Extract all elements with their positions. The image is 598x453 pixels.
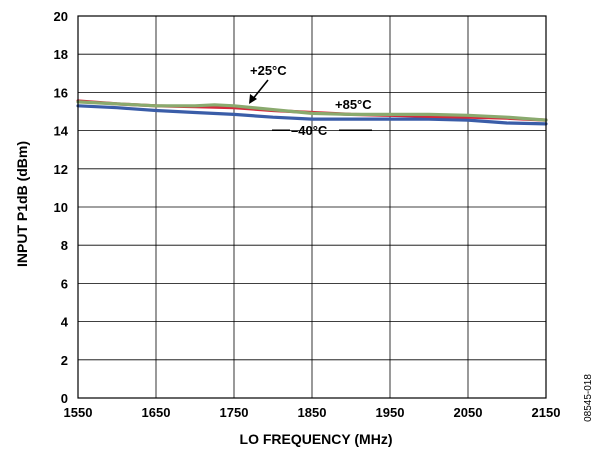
annotation-arrow-25c [251,79,269,101]
y-tick-label-12: 12 [54,162,68,177]
y-tick-label-16: 16 [54,85,68,100]
figure-id: 08545-018 [583,374,594,422]
y-tick-labels: 0 2 4 6 8 10 12 14 16 18 20 [54,9,69,406]
y-tick-label-0: 0 [61,391,68,406]
annotation-minus40c: –40°C [291,123,328,138]
series-line-0 [76,100,548,122]
y-tick-label-18: 18 [54,47,68,62]
annotation-25c: +25°C [250,63,287,78]
series-lines [76,99,548,126]
x-tick-label-2150: 2150 [532,405,561,420]
y-axis-title: INPUT P1dB (dBm) [14,141,30,267]
x-axis-title: LO FREQUENCY (MHz) [240,431,393,447]
x-tick-label-1550: 1550 [64,405,93,420]
x-tick-label-1850: 1850 [298,405,327,420]
y-tick-label-6: 6 [61,276,68,291]
x-tick-label-2050: 2050 [454,405,483,420]
annotation-arrowhead-25c [249,94,257,104]
x-tick-labels: 1550 1650 1750 1850 1950 2050 2150 [64,405,561,420]
grid [77,15,547,399]
x-tick-label-1650: 1650 [142,405,171,420]
y-tick-label-20: 20 [54,9,68,24]
x-tick-label-1750: 1750 [220,405,249,420]
y-tick-label-10: 10 [54,200,68,215]
annotation-85c: +85°C [335,97,372,112]
series-line-2 [76,104,548,126]
annotations: +25°C +85°C –40°C [249,63,372,138]
x-tick-label-1950: 1950 [376,405,405,420]
y-tick-label-4: 4 [61,315,69,330]
plot-frame [77,15,547,399]
y-tick-label-2: 2 [61,353,68,368]
y-tick-label-8: 8 [61,238,68,253]
y-tick-label-14: 14 [54,124,69,139]
